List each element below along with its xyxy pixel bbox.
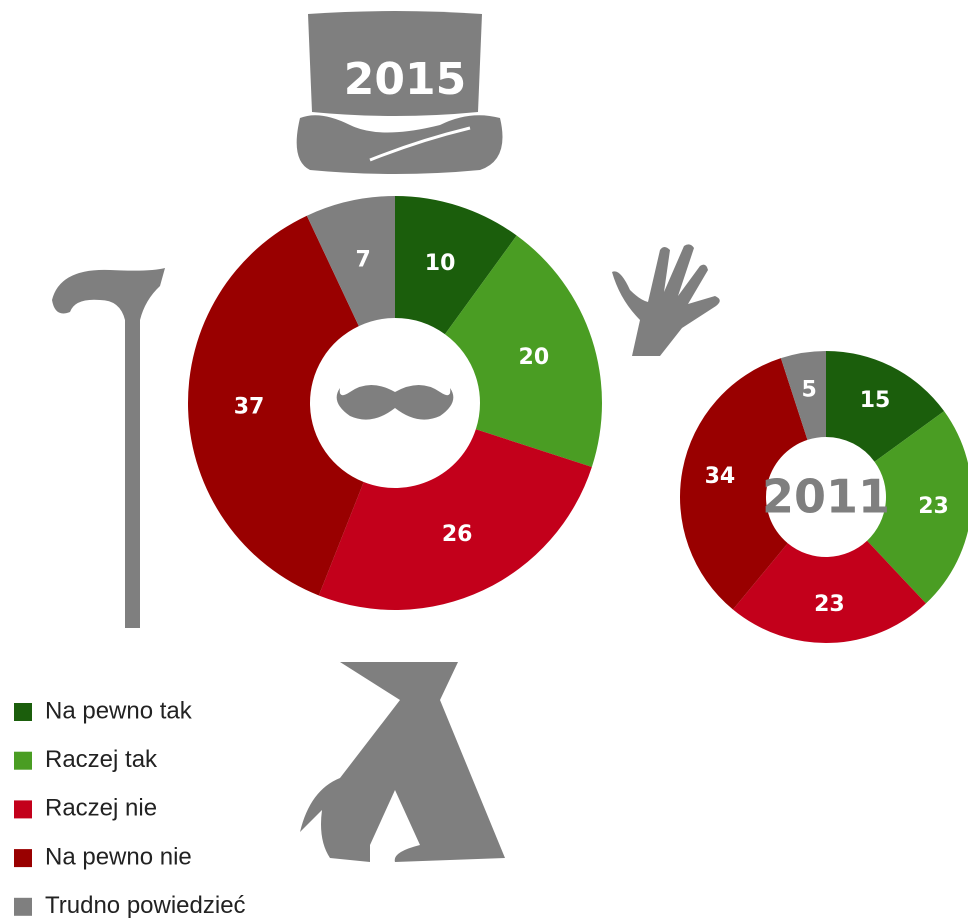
donut-slice <box>867 411 968 604</box>
legend-label: Na pewno nie <box>45 843 192 870</box>
legend-swatch <box>14 849 32 868</box>
hand-icon <box>612 244 720 356</box>
data-label: 23 <box>918 494 949 519</box>
donut-slice <box>306 196 395 327</box>
donut-slice <box>679 358 808 610</box>
data-label: 15 <box>860 388 891 413</box>
legend-label: Raczej nie <box>45 795 157 822</box>
legend-label: Na pewno tak <box>45 697 193 724</box>
donut-slice <box>732 540 926 643</box>
title-2011: 2011 <box>762 470 890 524</box>
data-label: 5 <box>801 377 816 402</box>
donut-slice <box>187 215 364 596</box>
donut-slice <box>395 196 517 335</box>
data-label: 7 <box>355 248 370 273</box>
legend-label: Trudno powiedzieć <box>45 892 246 919</box>
data-label: 20 <box>519 345 550 370</box>
data-label: 26 <box>442 522 473 547</box>
donut-slice <box>444 235 603 467</box>
donut-slice <box>780 351 826 440</box>
data-label: 10 <box>425 251 456 276</box>
legend-swatch <box>14 897 32 916</box>
legs-icon <box>300 662 505 862</box>
data-label: 37 <box>234 395 265 420</box>
data-label: 34 <box>705 464 736 489</box>
cane-icon <box>52 268 165 628</box>
donut-slice <box>318 429 592 610</box>
hat-icon <box>296 11 503 174</box>
mustache-icon <box>336 385 454 420</box>
data-label: 23 <box>814 592 845 617</box>
legend-swatch <box>14 703 32 721</box>
legend-swatch <box>14 800 32 819</box>
legend-label: Raczej tak <box>45 746 158 773</box>
title-2015: 2015 <box>344 54 466 105</box>
donut-slice <box>826 351 945 462</box>
legend-swatch <box>14 751 32 770</box>
